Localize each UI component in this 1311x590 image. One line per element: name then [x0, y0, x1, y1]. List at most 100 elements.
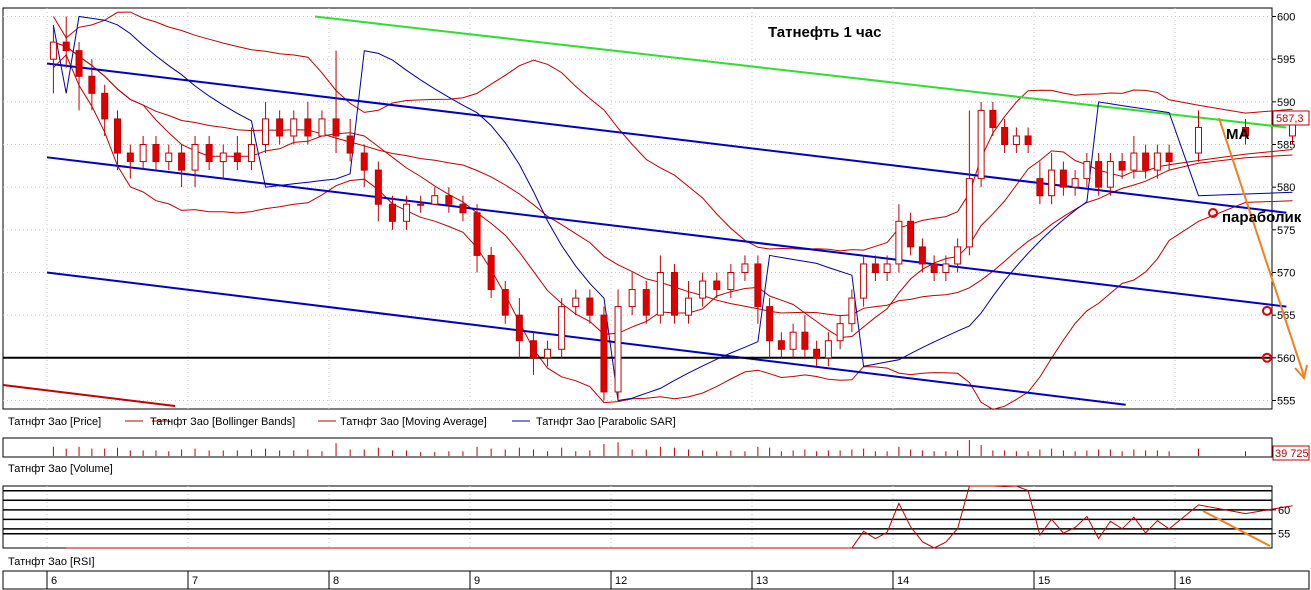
- price-tick-label: 570: [1277, 267, 1295, 279]
- candle-body: [1118, 161, 1126, 171]
- candle-body: [101, 92, 109, 120]
- candle-body: [954, 246, 962, 265]
- candle-body: [1195, 126, 1202, 154]
- price-grid: [3, 8, 1272, 548]
- candle-body: [614, 306, 622, 393]
- price-tick-label: 585: [1277, 140, 1295, 152]
- old-trend-line: [2, 384, 176, 407]
- candle-body: [165, 152, 173, 163]
- candle-body: [883, 263, 891, 273]
- candle-body: [304, 118, 312, 137]
- rsi-layer: [3, 485, 1293, 549]
- candle-body: [918, 246, 926, 265]
- candle-body: [754, 263, 762, 308]
- candle-body: [801, 331, 809, 350]
- candle-body: [930, 263, 938, 273]
- candle-body: [895, 220, 903, 265]
- candle-body: [558, 306, 566, 350]
- rsi-line: [66, 485, 1293, 549]
- channel-line-green: [314, 15, 1287, 129]
- candle-body: [544, 348, 552, 359]
- candle-body: [233, 152, 241, 163]
- time-axis-frame: [2, 570, 1310, 590]
- candle-body: [473, 212, 481, 256]
- rsi-panel-frame: [2, 485, 1273, 549]
- candle-body: [1130, 152, 1138, 171]
- candle-body: [777, 340, 785, 350]
- candle-body: [529, 340, 537, 359]
- ma-annotation: MA: [1226, 126, 1249, 143]
- legend-bollinger: Татнфт Зао [Bollinger Bands]: [150, 416, 295, 428]
- candle-body: [126, 152, 134, 163]
- bollinger-middle: [53, 41, 1293, 317]
- candle-body: [766, 306, 774, 342]
- candle-body: [586, 297, 594, 316]
- candle-body: [656, 271, 664, 316]
- candle-body: [713, 280, 721, 291]
- candle-body: [417, 203, 425, 206]
- parabolic-sar: [52, 15, 1293, 402]
- channel-line-blue-3: [46, 271, 1126, 406]
- legend: Татнфт Зао [Price] Татнфт Зао [Bollinger…: [8, 416, 676, 428]
- candle-body: [572, 297, 580, 308]
- candle-body: [431, 195, 439, 205]
- candle-body: [360, 152, 368, 171]
- day-tick-label: 13: [756, 575, 768, 587]
- candle-body: [1071, 178, 1079, 188]
- candle-body: [1036, 178, 1044, 197]
- rsi-forecast-arrow: [1202, 510, 1271, 547]
- day-tick-label: 14: [897, 575, 909, 587]
- bollinger-upper: [52, 11, 1293, 252]
- candle-body: [49, 41, 57, 60]
- support-marker: [1262, 352, 1272, 363]
- candle-body: [836, 323, 844, 342]
- candle-body: [1106, 161, 1114, 188]
- candle-body: [727, 271, 735, 291]
- candle-body: [813, 348, 821, 359]
- candle-body: [1165, 152, 1173, 163]
- parabolic-annotation: параболик: [1222, 209, 1302, 226]
- candle-body: [871, 263, 879, 273]
- candle-body: [741, 263, 749, 273]
- channel-line-blue-2: [46, 156, 1287, 308]
- legend-ma: Татнфт Зао [Moving Average]: [340, 416, 487, 428]
- candle-body: [942, 263, 950, 273]
- candle-body: [789, 331, 797, 350]
- candles: [49, 16, 1296, 401]
- candle-body: [1048, 169, 1056, 197]
- candle-body: [1024, 135, 1032, 146]
- candle-body: [1059, 169, 1067, 188]
- last-price-box: [1272, 110, 1310, 126]
- candle-body: [1242, 126, 1249, 137]
- volume-panel-frame: [2, 437, 1273, 458]
- candle-body: [1142, 152, 1150, 171]
- day-tick-label: 15: [1038, 575, 1050, 587]
- price-panel-frame: [2, 7, 1273, 410]
- candle-body: [114, 118, 121, 154]
- candle-body: [1012, 135, 1020, 146]
- parabolic-marker: [1208, 208, 1218, 218]
- candle-body: [670, 271, 678, 316]
- day-tick-label: 8: [333, 575, 339, 587]
- candle-body: [1289, 124, 1296, 137]
- price-tick-label: 565: [1277, 310, 1295, 322]
- rsi-panel-label: Татнфт Зао [RSI]: [8, 556, 95, 568]
- price-axis-ticks: 555 560 565 570 575 580 585 590 595 600: [1272, 12, 1295, 407]
- rsi-tick-label: 60: [1278, 505, 1290, 517]
- candle-body: [262, 118, 270, 146]
- day-tick-label: 7: [192, 575, 198, 587]
- candle-body: [318, 118, 326, 137]
- candle-body: [178, 152, 186, 171]
- price-tick-label: 595: [1277, 54, 1295, 66]
- price-tick-label: 600: [1277, 12, 1295, 24]
- parabolic-sar-line: [52, 15, 1293, 402]
- price-tick-label: 590: [1277, 97, 1295, 109]
- candle-body: [219, 152, 227, 163]
- bollinger-lower: [53, 54, 1293, 410]
- candle-body: [276, 118, 284, 137]
- chart-title: Татнефть 1 час: [768, 24, 881, 41]
- candle-body: [191, 144, 199, 171]
- candle-body: [205, 144, 213, 163]
- candle-body: [965, 178, 973, 248]
